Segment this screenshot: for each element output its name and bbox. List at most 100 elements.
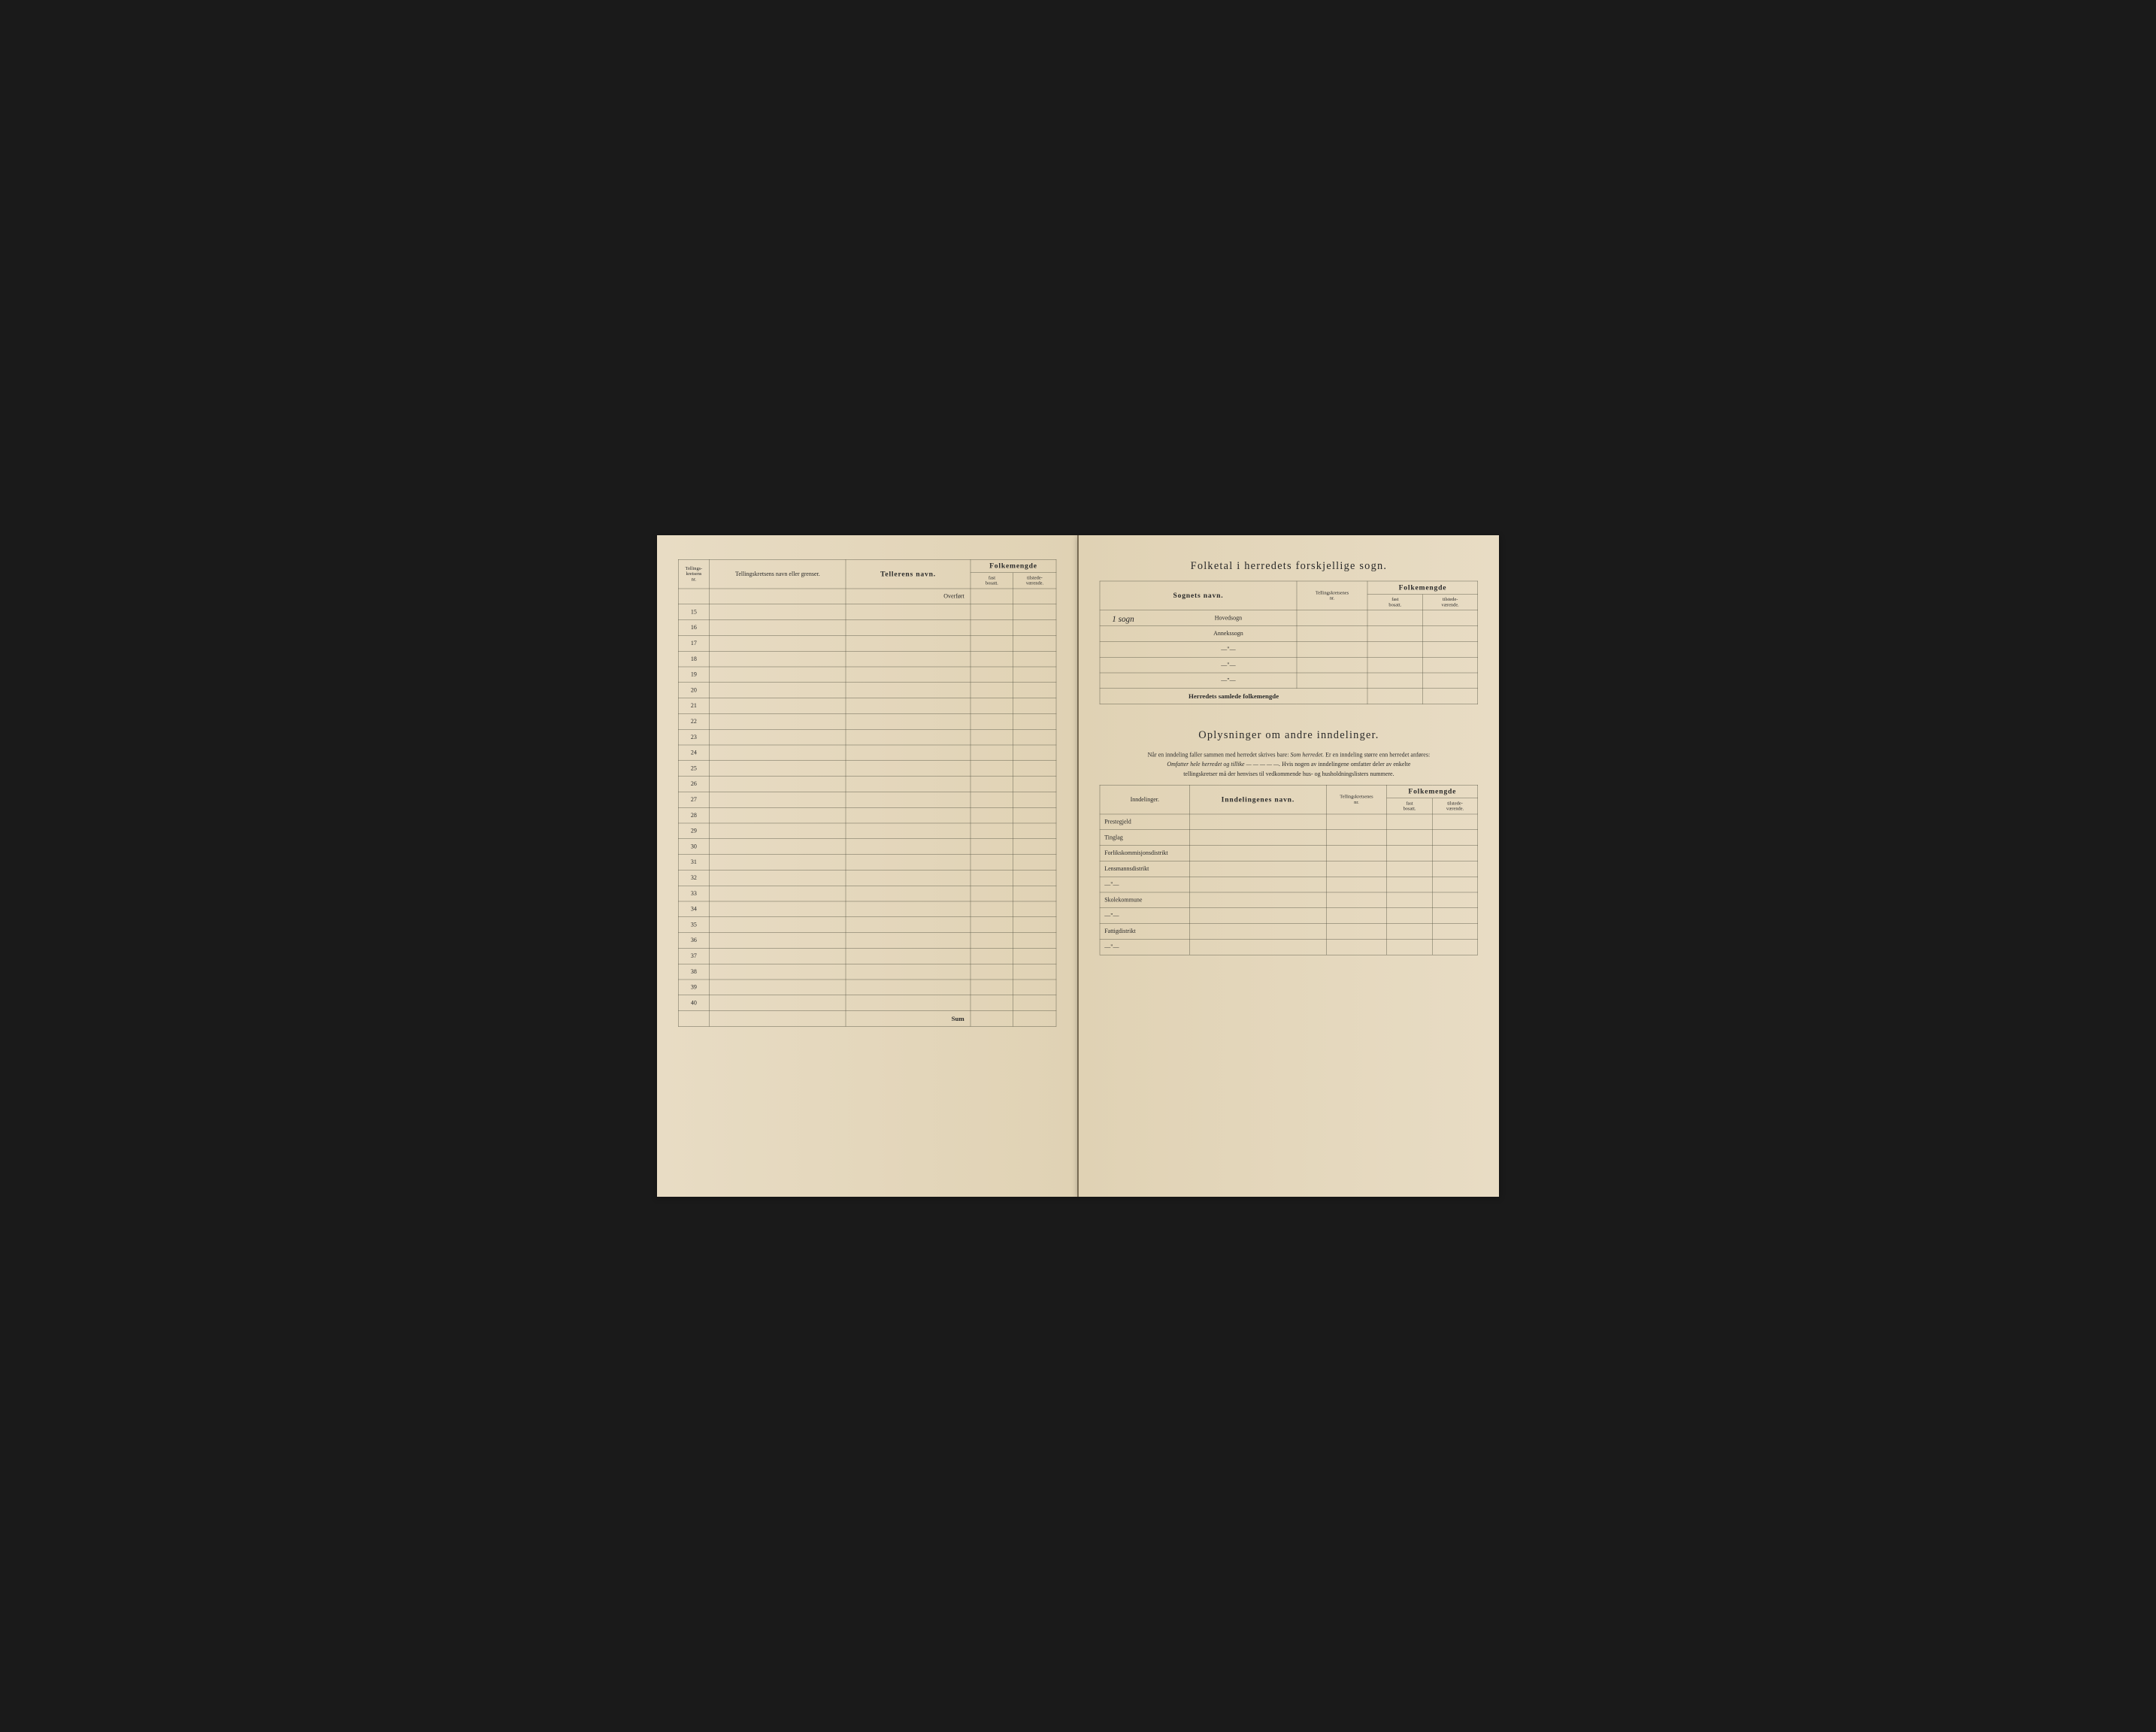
row-number: 23	[678, 729, 709, 745]
subtitle-text: Når en inndeling faller sammen med herre…	[1100, 750, 1478, 779]
table-row: 21	[678, 698, 1056, 714]
inndelinger-label: Skolekommune	[1100, 892, 1190, 908]
row-number: 39	[678, 980, 709, 995]
inndelinger-row: Prestegjeld	[1100, 814, 1478, 830]
table-row: 31	[678, 855, 1056, 871]
row-number: 31	[678, 855, 709, 871]
header-fast: fast bosatt.	[971, 573, 1013, 589]
row-number: 32	[678, 870, 709, 886]
sum-row: Sum	[678, 1011, 1056, 1027]
table-row: 23	[678, 729, 1056, 745]
table-row: 25	[678, 761, 1056, 777]
table-row: 30	[678, 839, 1056, 855]
sogn-row-ditto2: —"—	[1100, 657, 1478, 673]
inndelinger-label: —"—	[1100, 939, 1190, 955]
table-row: 26	[678, 777, 1056, 792]
row-number: 37	[678, 948, 709, 964]
row-number: 36	[678, 933, 709, 949]
handwritten-sogn: 1 sogn	[1106, 615, 1134, 625]
table-row: 38	[678, 964, 1056, 980]
row-number: 20	[678, 683, 709, 698]
overfort-label: Overført	[846, 589, 971, 604]
row-number: 15	[678, 604, 709, 620]
table-row: 37	[678, 948, 1056, 964]
header-tellings: Tellings- kretsens nr.	[678, 559, 709, 589]
table-row: 29	[678, 823, 1056, 839]
hovedsogn-label: Hovedsogn	[1215, 615, 1242, 622]
right-page: Folketal i herredets forskjellige sogn. …	[1078, 535, 1499, 1197]
table-row: 22	[678, 713, 1056, 729]
header-tellingskretsenes-r2: Tellingskretsenes nr.	[1326, 785, 1387, 814]
inndelinger-row: —"—	[1100, 939, 1478, 955]
row-number: 17	[678, 635, 709, 651]
row-number: 16	[678, 620, 709, 636]
header-folkemengde-r2: Folkemengde	[1387, 785, 1478, 798]
inndelinger-row: Fattigdistrikt	[1100, 924, 1478, 940]
left-table: Tellings- kretsens nr. Tellingskretsens …	[678, 559, 1056, 1027]
annekssogn-label: Annekssogn	[1213, 630, 1243, 637]
inndelinger-label: Tinglag	[1100, 830, 1190, 846]
inndelinger-row: Forlikskommisjonsdistrikt	[1100, 846, 1478, 861]
table-row: 40	[678, 995, 1056, 1011]
header-fast-r2: fast bosatt.	[1387, 798, 1433, 814]
header-folkemengde-r1: Folkemengde	[1367, 581, 1478, 595]
overfort-row: Overført	[678, 589, 1056, 604]
row-number: 25	[678, 761, 709, 777]
table-row: 18	[678, 651, 1056, 667]
title-folketal: Folketal i herredets forskjellige sogn.	[1100, 559, 1478, 572]
header-fast-r1: fast bosatt.	[1367, 595, 1422, 610]
row-number: 26	[678, 777, 709, 792]
table-row: 15	[678, 604, 1056, 620]
sogn-row-anneks: Annekssogn	[1100, 626, 1478, 642]
table-row: 39	[678, 980, 1056, 995]
row-number: 21	[678, 698, 709, 714]
inndelinger-label: —"—	[1100, 877, 1190, 892]
sogn-table-body: 1 sogn Hovedsogn Annekssogn —"— —"—	[1100, 610, 1478, 704]
inndelinger-label: Prestegjeld	[1100, 814, 1190, 830]
header-inndelingenes-navn: Inndelingenes navn.	[1190, 785, 1327, 814]
table-row: 24	[678, 745, 1056, 761]
row-number: 35	[678, 917, 709, 933]
table-row: 35	[678, 917, 1056, 933]
inndelinger-label: Fattigdistrikt	[1100, 924, 1190, 940]
inndelinger-row: Tinglag	[1100, 830, 1478, 846]
herredets-samlede: Herredets samlede folkemengde	[1100, 689, 1367, 704]
left-table-body: Overført 1516171819202122232425262728293…	[678, 589, 1056, 1026]
table-row: 27	[678, 792, 1056, 807]
inndelinger-table-body: PrestegjeldTinglagForlikskommisjonsdistr…	[1100, 814, 1478, 955]
header-inndelinger: Inndelinger.	[1100, 785, 1190, 814]
row-number: 33	[678, 886, 709, 901]
row-number: 30	[678, 839, 709, 855]
title-oplysninger: Oplysninger om andre inndelinger.	[1100, 728, 1478, 741]
table-row: 20	[678, 683, 1056, 698]
header-tilstede-r1: tilstede- værende.	[1422, 595, 1477, 610]
inndelinger-row: Skolekommune	[1100, 892, 1478, 908]
header-folkemengde: Folkemengde	[971, 559, 1056, 573]
sogn-table: Sognets navn. Tellingskretsenes nr. Folk…	[1100, 581, 1478, 704]
row-number: 38	[678, 964, 709, 980]
inndelinger-table: Inndelinger. Inndelingenes navn. Telling…	[1100, 785, 1478, 955]
row-number: 27	[678, 792, 709, 807]
table-row: 36	[678, 933, 1056, 949]
table-row: 16	[678, 620, 1056, 636]
row-number: 19	[678, 667, 709, 683]
sogn-row-hovedsogn: 1 sogn Hovedsogn	[1100, 610, 1478, 626]
row-number: 34	[678, 901, 709, 917]
row-number: 29	[678, 823, 709, 839]
header-tellingskretsenes: Tellingskretsenes nr.	[1297, 581, 1367, 610]
table-row: 19	[678, 667, 1056, 683]
table-row: 32	[678, 870, 1056, 886]
header-tilstede-r2: tilstede- værende.	[1432, 798, 1478, 814]
document-spread: Tellings- kretsens nr. Tellingskretsens …	[657, 535, 1499, 1197]
row-number: 18	[678, 651, 709, 667]
inndelinger-row: —"—	[1100, 908, 1478, 924]
table-row: 34	[678, 901, 1056, 917]
table-row: 33	[678, 886, 1056, 901]
sogn-row-ditto3: —"—	[1100, 673, 1478, 689]
row-number: 24	[678, 745, 709, 761]
table-row: 28	[678, 807, 1056, 823]
row-number: 22	[678, 713, 709, 729]
header-tilstede: tilstede- værende.	[1013, 573, 1056, 589]
inndelinger-row: —"—	[1100, 877, 1478, 892]
header-kretsens-navn: Tellingskretsens navn eller grenser.	[710, 559, 846, 589]
